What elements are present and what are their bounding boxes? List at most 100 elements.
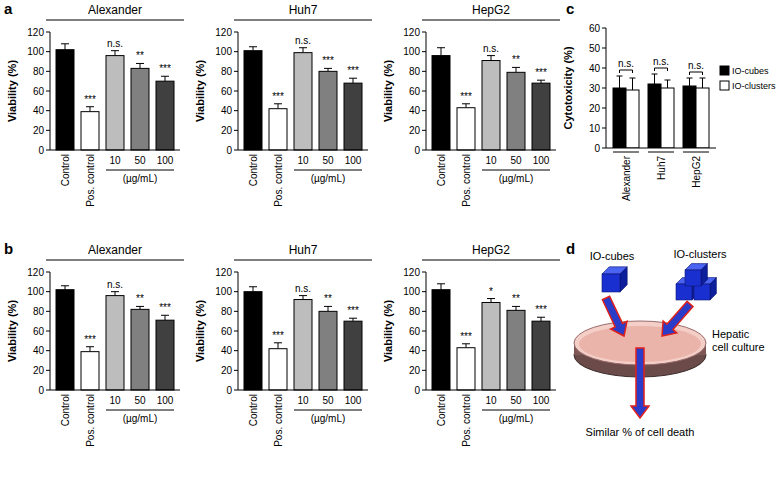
y-tick (46, 331, 50, 332)
significance: *** (535, 304, 547, 315)
x-tick-label: HepG2 (691, 156, 702, 188)
error-cap (487, 55, 495, 56)
chart-title: Alexander (88, 3, 142, 17)
error-cap (349, 318, 357, 319)
y-tick (46, 51, 50, 52)
y-tick (46, 311, 50, 312)
x-tick-label: 50 (510, 395, 522, 406)
y-tick (234, 110, 238, 111)
y-tick (422, 331, 426, 332)
bar (131, 68, 149, 150)
cube (602, 267, 627, 292)
title-underline (234, 20, 372, 21)
y-tick (234, 272, 238, 273)
x-tick-label: 100 (157, 395, 174, 406)
x-tick-label: 50 (134, 395, 146, 406)
chart-title: HepG2 (472, 243, 510, 257)
error-cap (136, 306, 144, 307)
x-axis (238, 150, 368, 151)
y-tick (46, 91, 50, 92)
x-tick-label: 10 (485, 395, 497, 406)
y-tick (46, 291, 50, 292)
error-line (466, 104, 467, 108)
y-tick (46, 32, 50, 33)
significance: n.s. (688, 60, 704, 71)
y-tick-label: 60 (221, 86, 233, 97)
significance-bracket (655, 68, 668, 71)
error-bar (437, 48, 445, 56)
bar (244, 292, 262, 390)
error-line (541, 317, 542, 321)
x-tick-label: 100 (345, 155, 362, 166)
y-tick (234, 311, 238, 312)
y-tick (46, 130, 50, 131)
x-tick-label: Control (436, 394, 447, 426)
significance: *** (535, 67, 547, 78)
legend-swatch (720, 66, 729, 75)
error-cap (61, 43, 69, 44)
error-cap (630, 78, 636, 79)
error-line (702, 78, 703, 88)
error-cap (86, 346, 94, 347)
y-tick (422, 130, 426, 131)
significance: *** (84, 334, 96, 345)
y-axis-label: Viability (%) (6, 300, 18, 362)
chart-title: Huh7 (289, 3, 318, 17)
error-line (303, 48, 304, 53)
legend-label: IO-cubes (732, 66, 769, 76)
error-bar (111, 51, 119, 56)
significance: n.s. (483, 43, 499, 54)
error-line (65, 286, 66, 290)
y-tick-label: 80 (221, 66, 233, 77)
x-axis-label: (µg/mL) (311, 413, 346, 424)
significance: *** (347, 65, 359, 76)
y-tick-label: 80 (409, 306, 421, 317)
y-tick-label: 0 (414, 145, 420, 156)
title-underline (234, 260, 372, 261)
cube-cluster (676, 264, 716, 300)
dose-bracket (106, 170, 174, 171)
dose-bracket (294, 410, 362, 411)
y-tick-label: 100 (27, 286, 44, 297)
y-tick-label: 40 (221, 345, 233, 356)
x-tick-label: 10 (485, 155, 497, 166)
cube-front (685, 270, 701, 286)
y-tick (602, 88, 606, 89)
error-line (516, 306, 517, 310)
error-cap (86, 106, 94, 107)
panel-letter: d (566, 240, 575, 257)
error-cap (111, 291, 119, 292)
x-tick-label: Control (60, 394, 71, 426)
error-cap (274, 342, 282, 343)
error-bar (437, 284, 445, 290)
x-tick-label: Pos. control (85, 394, 96, 447)
error-bar (617, 76, 623, 88)
y-tick-label: 80 (33, 306, 45, 317)
significance: *** (159, 302, 171, 313)
x-axis (426, 150, 556, 151)
significance: ** (512, 54, 520, 65)
title-underline (422, 20, 560, 21)
y-tick (422, 71, 426, 72)
error-line (303, 296, 304, 300)
y-tick (234, 291, 238, 292)
arrow (631, 348, 649, 418)
y-tick-label: 0 (594, 143, 600, 154)
error-cap (299, 47, 307, 48)
error-cap (249, 46, 257, 47)
significance: *** (460, 91, 472, 102)
y-tick (422, 370, 426, 371)
y-tick-label: 100 (215, 286, 232, 297)
y-axis-label: Viability (%) (382, 300, 394, 362)
bar (432, 290, 450, 390)
panel-letter: a (4, 0, 13, 17)
error-cap (487, 298, 495, 299)
significance: n.s. (107, 279, 123, 290)
y-tick (422, 291, 426, 292)
error-bar (462, 104, 470, 108)
error-line (632, 78, 633, 90)
error-bar (487, 299, 495, 303)
error-cap (512, 67, 520, 68)
x-tick-label: Pos. control (273, 154, 284, 207)
bar (319, 311, 337, 390)
